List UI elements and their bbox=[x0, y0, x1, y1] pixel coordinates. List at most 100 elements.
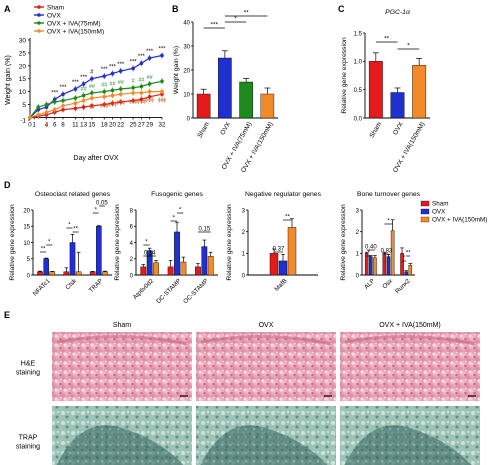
d1-bar bbox=[43, 258, 49, 276]
a-sig-hash: ## bbox=[89, 84, 96, 90]
a-data-point bbox=[147, 82, 152, 86]
a-data-point bbox=[52, 107, 57, 112]
e-he-cortex bbox=[200, 335, 332, 346]
b-bar bbox=[196, 93, 211, 119]
c-title: PGC-1α bbox=[385, 9, 411, 16]
a-data-point bbox=[110, 93, 115, 98]
a-data-point bbox=[139, 84, 144, 89]
c-y-tick-label: 1.0 bbox=[354, 60, 363, 66]
d2-bar bbox=[153, 262, 159, 276]
d2-bar bbox=[180, 261, 187, 276]
e-he-cortex bbox=[56, 335, 188, 346]
c-bar bbox=[368, 61, 383, 119]
a-data-point bbox=[110, 101, 115, 106]
e-trap-growth-plate bbox=[56, 425, 184, 465]
a-data-point bbox=[44, 102, 49, 107]
d4-y-tick-label: 3 bbox=[356, 208, 360, 214]
a-data-point bbox=[118, 100, 123, 104]
d4-bar bbox=[382, 253, 387, 276]
d3-bar bbox=[278, 260, 288, 276]
a-data-point bbox=[90, 76, 94, 81]
d1-bar bbox=[102, 271, 108, 276]
a-data-point bbox=[147, 89, 152, 94]
d1-bar bbox=[49, 271, 56, 276]
c-y-axis-title: Relative gene expression bbox=[341, 37, 348, 114]
d2-x-tick-label: OC-STAMP bbox=[182, 278, 210, 306]
a-x-tick-label: 15 bbox=[88, 121, 95, 128]
d4-sig-label: * bbox=[368, 251, 371, 257]
d2-y-tick-label: 8 bbox=[130, 208, 134, 214]
a-data-point bbox=[147, 94, 152, 99]
a-data-point bbox=[81, 105, 86, 109]
a-sig-hash: ## bbox=[101, 83, 108, 89]
d4-bar bbox=[386, 256, 391, 276]
a-sig-top: *** bbox=[158, 46, 166, 52]
d2-y-tick-label: 4 bbox=[130, 241, 134, 247]
d2-sig-label: 0.14 bbox=[144, 251, 156, 257]
b-x-tick-label: Sham bbox=[196, 121, 211, 139]
d2-bar bbox=[174, 231, 180, 276]
a-sig-phi: ϕϕ bbox=[89, 104, 95, 110]
panel-label-c: C bbox=[338, 4, 345, 14]
d4-y-axis-title: Relative gene expression bbox=[340, 204, 347, 281]
a-x-tick-label: 20 bbox=[109, 121, 116, 128]
d1-title: Osteoclast related genes bbox=[35, 191, 111, 198]
a-y-tick-label: 15 bbox=[19, 76, 27, 83]
d1-sig-label: ** bbox=[73, 227, 78, 233]
a-data-point bbox=[73, 101, 78, 106]
a-y-tick-label: 10 bbox=[19, 89, 27, 96]
b-y-tick-label: 10 bbox=[183, 92, 190, 98]
d4-title: Bone turnover genes bbox=[357, 191, 421, 198]
d1-y-axis-title: Relative gene expression bbox=[9, 204, 16, 281]
d4-sig-label: ** bbox=[406, 251, 411, 257]
panel-label-e: E bbox=[4, 310, 10, 320]
d4-x-tick-label: Runx2 bbox=[394, 277, 412, 295]
a-sig-phi: ϕ bbox=[45, 122, 48, 128]
a-x-tick-label: 4 bbox=[45, 121, 49, 128]
d1-y-tick-label: 20 bbox=[23, 208, 30, 214]
a-data-point bbox=[61, 98, 65, 103]
a-data-point bbox=[73, 87, 78, 91]
d4-legend-label: OVX + IVA(150mM) bbox=[432, 217, 487, 224]
d1-bar bbox=[89, 271, 96, 276]
d3-bar bbox=[269, 253, 279, 276]
d1-y-tick-label: 15 bbox=[23, 225, 30, 231]
d3-sig-label: 0.37 bbox=[273, 247, 285, 253]
b-y-tick-label: 20 bbox=[183, 68, 190, 74]
a-sig-top: # bbox=[90, 70, 94, 76]
d4-bar bbox=[408, 265, 413, 276]
d3-y-tick-label: 1 bbox=[242, 252, 246, 258]
d4-y-tick-label: 2 bbox=[356, 230, 360, 236]
a-sig-top: *** bbox=[146, 49, 154, 55]
a-sig-top: *** bbox=[59, 85, 67, 91]
a-data-point bbox=[81, 93, 86, 98]
a-x-tick-label: 18 bbox=[101, 121, 108, 128]
d2-y-axis-title: Relative gene expression bbox=[114, 204, 121, 281]
a-sig-hash: ## bbox=[109, 81, 116, 87]
a-data-point bbox=[147, 56, 152, 60]
a-sig-hash: ## bbox=[147, 75, 154, 81]
a-sig-top: *** bbox=[80, 75, 88, 81]
a-x-tick-label: 22 bbox=[117, 121, 124, 128]
c-y-tick-label: 0.0 bbox=[354, 116, 363, 122]
d4-sig-label: 0.40 bbox=[365, 245, 377, 251]
a-data-point bbox=[90, 91, 94, 95]
e-column-label: Sham bbox=[113, 322, 131, 329]
a-legend-marker bbox=[37, 13, 41, 17]
d2-bar bbox=[195, 266, 201, 276]
d1-bar bbox=[69, 242, 76, 276]
a-data-point bbox=[102, 94, 107, 99]
d1-bar bbox=[63, 271, 70, 276]
d2-title: Fusogenic genes bbox=[151, 191, 203, 198]
panel-label-b: B bbox=[172, 4, 179, 14]
a-x-tick-label: 0 bbox=[28, 121, 32, 128]
e-he-image bbox=[340, 332, 480, 401]
a-data-point bbox=[160, 89, 164, 94]
e-he-image bbox=[52, 332, 192, 401]
a-sig-top: *** bbox=[109, 65, 117, 71]
a-y-axis-title: Weight gain (%) bbox=[5, 55, 12, 105]
a-sig-hash: # bbox=[132, 79, 136, 85]
b-y-tick-label: 30 bbox=[183, 44, 190, 50]
a-sig-phi: ϕϕϕ bbox=[117, 100, 126, 106]
a-data-point bbox=[118, 92, 123, 96]
